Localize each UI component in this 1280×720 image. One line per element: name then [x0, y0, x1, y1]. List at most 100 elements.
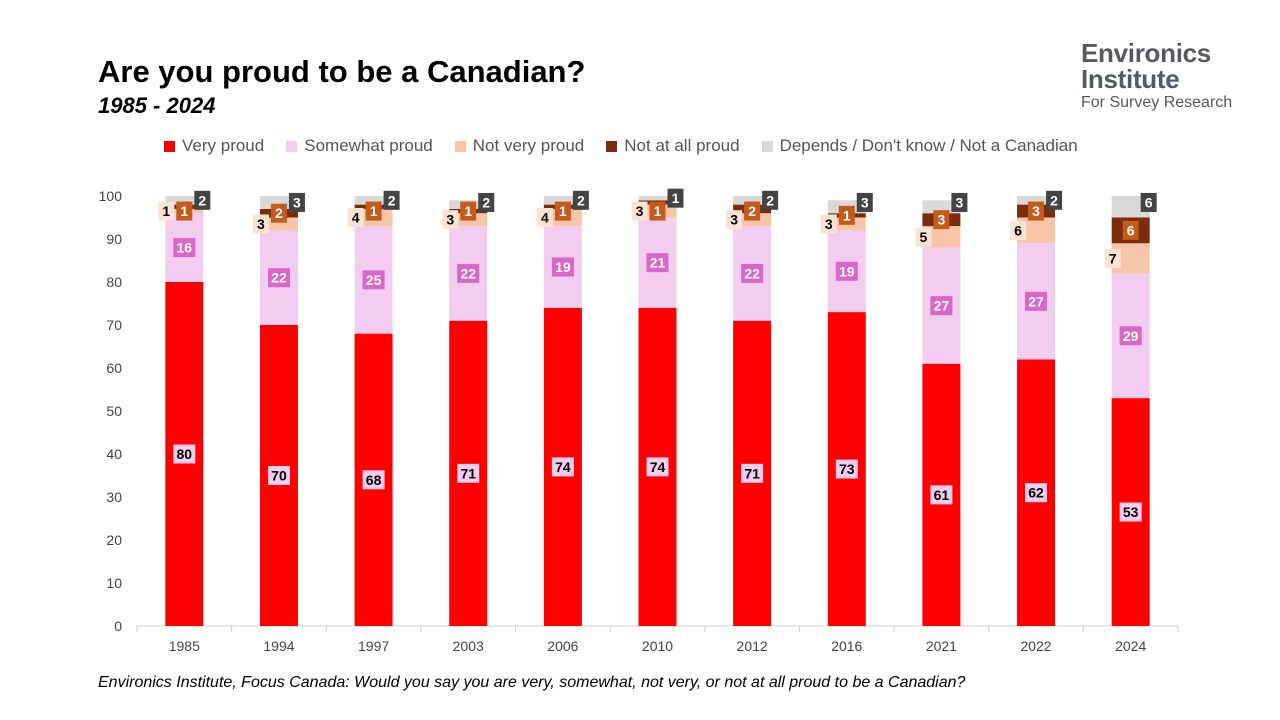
data-label-box: [1119, 326, 1142, 346]
data-label-box: [1122, 220, 1139, 240]
logo-line-2: Institute: [1081, 64, 1180, 94]
y-tick-label: 60: [106, 360, 122, 376]
data-label: 19: [839, 263, 855, 279]
data-label: 5: [920, 229, 928, 245]
data-label: 62: [1028, 485, 1044, 501]
bar-segment-depends: [354, 196, 393, 205]
y-tick-label: 0: [114, 618, 122, 634]
legend-item-not-very-proud: Not very proud: [454, 136, 584, 156]
data-label-box: [288, 192, 305, 212]
data-label: 4: [352, 210, 360, 226]
data-label-box: [536, 208, 553, 227]
data-label: 3: [938, 212, 946, 228]
legend-swatch-not-at-all-proud: [606, 140, 618, 152]
legend-swatch-depends: [761, 140, 773, 152]
data-label: 22: [460, 265, 476, 281]
data-label-box: [173, 238, 196, 258]
data-label-box: [1025, 291, 1048, 311]
data-label-box: [270, 203, 287, 223]
data-label-box: [194, 190, 211, 210]
x-tick-label: 2006: [547, 638, 578, 654]
data-label-box: [176, 201, 193, 221]
data-label-box: [646, 457, 669, 477]
data-label: 1: [672, 190, 680, 206]
data-label-box: [1025, 483, 1048, 503]
x-tick-label: 2016: [831, 638, 862, 654]
data-label-box: [930, 485, 953, 505]
legend-item-very-proud: Very proud: [164, 136, 264, 156]
y-tick-label: 90: [106, 231, 122, 247]
data-label: 27: [1028, 293, 1044, 309]
data-label: 3: [257, 216, 265, 232]
data-label: 6: [1127, 222, 1135, 238]
data-label: 3: [636, 203, 644, 219]
chart-subtitle: 1985 - 2024: [98, 93, 216, 118]
environics-logo: Environics Institute For Survey Research: [1081, 40, 1251, 115]
chart-title: Are you proud to be a Canadian?: [98, 54, 586, 89]
y-tick-label: 50: [106, 403, 122, 419]
y-tick-label: 40: [106, 446, 122, 462]
legend-item-somewhat-proud: Somewhat proud: [286, 136, 433, 156]
data-label-box: [1104, 248, 1121, 268]
source-note: Environics Institute, Focus Canada: Woul…: [98, 674, 966, 691]
bar-segment-depends: [1017, 196, 1056, 205]
bar-segment-depends: [543, 196, 582, 205]
data-label: 2: [1050, 192, 1058, 208]
data-label-box: [267, 268, 290, 288]
legend-item-depends: Depends / Don't know / Not a Canadian: [761, 136, 1078, 156]
data-label-box: [457, 463, 480, 483]
bar-segment-depends: [733, 196, 772, 205]
data-label-box: [572, 190, 589, 210]
data-label: 25: [366, 272, 382, 288]
data-label: 2: [766, 192, 774, 208]
x-tick-label: 2024: [1115, 638, 1146, 654]
data-label: 1: [559, 203, 567, 219]
data-label-box: [835, 459, 858, 479]
data-label: 3: [730, 212, 738, 228]
logo-line-1: Environics: [1081, 38, 1211, 68]
data-label-box: [442, 210, 459, 230]
bar-segment-depends: [259, 196, 298, 209]
x-tick-label: 2012: [737, 638, 768, 654]
x-tick-label: 2003: [453, 638, 484, 654]
legend-label-depends: Depends / Don't know / Not a Canadian: [779, 136, 1078, 155]
bar-segment-depends: [922, 200, 961, 214]
data-label: 6: [1014, 222, 1022, 238]
logo-line-3: For Survey Research: [1081, 94, 1233, 111]
data-label: 1: [654, 203, 662, 219]
data-label: 19: [555, 259, 571, 275]
data-label-box: [365, 201, 382, 221]
bar-segment-not-very-proud: [259, 217, 298, 231]
x-tick-label: 1997: [358, 638, 389, 654]
bar-segment-depends: [638, 196, 677, 201]
legend-swatch-somewhat-proud: [286, 140, 298, 152]
data-label: 22: [271, 270, 287, 286]
data-label: 71: [460, 465, 476, 481]
data-label-box: [460, 201, 477, 221]
data-label: 3: [956, 194, 964, 210]
bar-segment-depends: [165, 196, 204, 205]
x-tick-label: 1985: [169, 638, 200, 654]
data-label-box: [457, 263, 480, 283]
data-label: 53: [1123, 504, 1139, 520]
legend-item-not-at-all-proud: Not at all proud: [606, 136, 740, 156]
y-tick-label: 30: [106, 489, 122, 505]
data-label-box: [838, 205, 855, 225]
data-label: 74: [650, 459, 666, 475]
data-label: 29: [1123, 328, 1139, 344]
data-label-box: [551, 257, 574, 277]
data-label-box: [158, 201, 175, 221]
data-label: 2: [748, 203, 756, 219]
data-label-box: [741, 463, 764, 483]
data-label: 2: [577, 192, 585, 208]
data-label-box: [1010, 220, 1027, 240]
data-label-box: [667, 188, 684, 208]
data-label-box: [726, 210, 743, 230]
data-label-box: [820, 214, 837, 234]
data-label-box: [930, 296, 953, 316]
data-label-box: [1140, 192, 1157, 212]
data-label-box: [267, 466, 290, 485]
bar-segment-not-very-proud: [922, 226, 961, 248]
x-tick-label: 1994: [263, 638, 294, 654]
